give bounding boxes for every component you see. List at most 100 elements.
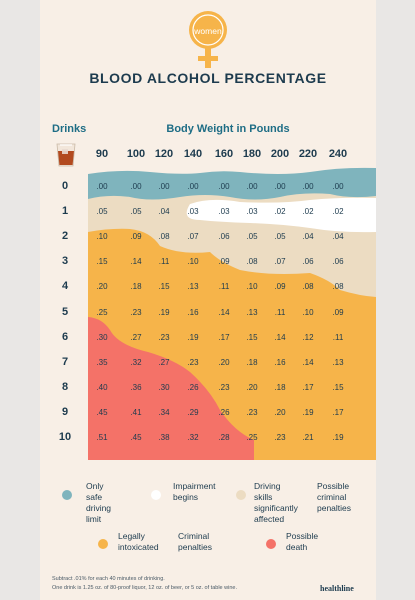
drink-count-label: 1 xyxy=(61,205,69,218)
bac-value-cell: .03 xyxy=(218,207,230,217)
legend-impairment-label: Impairment begins xyxy=(173,481,216,502)
possible-death-swatch-icon xyxy=(266,539,276,549)
bac-value-cell: .13 xyxy=(246,307,258,317)
bac-value-cell: .17 xyxy=(332,407,344,417)
weight-label: 240 xyxy=(328,148,348,160)
bac-value-cell: .45 xyxy=(130,433,142,442)
bac-value-cell: .08 xyxy=(246,257,258,267)
bac-value-cell: .11 xyxy=(274,307,286,317)
safe-swatch-icon xyxy=(62,490,72,500)
bac-value-cell: .03 xyxy=(187,207,199,217)
weight-label: 140 xyxy=(183,148,203,160)
bac-value-cell: .23 xyxy=(130,307,142,317)
bac-value-cell: .26 xyxy=(218,407,230,417)
legend-driving-penalty-label: Possible criminal penalties xyxy=(317,481,352,513)
bac-value-cell: .09 xyxy=(130,232,142,242)
drink-count-label: 5 xyxy=(61,305,69,318)
bac-value-cell: .15 xyxy=(246,332,258,342)
bac-value-cell: .16 xyxy=(274,357,286,367)
bac-value-cell: .23 xyxy=(274,433,286,442)
drink-count-label: 4 xyxy=(61,280,69,293)
bac-value-cell: .38 xyxy=(158,433,170,442)
bac-value-cell: .12 xyxy=(302,332,314,342)
bac-value-cell: .09 xyxy=(332,307,344,317)
bac-value-cell: .51 xyxy=(96,433,108,442)
bac-value-cell: .34 xyxy=(158,407,170,417)
bac-value-cell: .35 xyxy=(96,357,108,367)
legend-intoxicated-penalty-label: Criminal penalties xyxy=(178,531,213,552)
bac-value-cell: .00 xyxy=(246,182,258,191)
drink-count-label: 7 xyxy=(61,355,69,368)
bac-value-cell: .32 xyxy=(130,357,142,367)
bac-value-cell: .21 xyxy=(302,433,314,442)
safe-zone xyxy=(88,167,376,200)
bac-value-cell: .06 xyxy=(332,257,344,267)
bac-value-cell: .04 xyxy=(302,232,314,242)
impairment-zone xyxy=(186,197,376,233)
bac-value-cell: .09 xyxy=(274,282,286,292)
bac-value-cell: .20 xyxy=(218,357,230,367)
weight-label: 180 xyxy=(242,148,262,160)
bac-value-cell: .07 xyxy=(274,257,286,267)
drink-count-label: 0 xyxy=(61,180,69,192)
bac-value-cell: .05 xyxy=(96,207,108,217)
brand-logo: healthline xyxy=(320,584,354,593)
whiskey-glass-icon xyxy=(56,143,76,167)
weight-label: 90 xyxy=(95,148,109,160)
bac-value-cell: .15 xyxy=(332,382,344,392)
bac-value-cell: .05 xyxy=(246,232,258,242)
bac-value-cell: .02 xyxy=(302,207,314,217)
bac-value-cell: .23 xyxy=(246,407,258,417)
bac-value-cell: .32 xyxy=(187,433,199,442)
bac-chart-card: women BLOOD ALCOHOL PERCENTAGE Drinks Bo… xyxy=(40,0,376,600)
drink-count-label: 3 xyxy=(61,255,69,268)
gender-label: women xyxy=(194,26,222,36)
bac-value-cell: .08 xyxy=(332,282,344,292)
drink-count-label: 10 xyxy=(58,431,72,443)
bac-value-cell: .00 xyxy=(274,182,286,191)
bac-value-cell: .25 xyxy=(96,307,108,317)
footnote-subtract: Subtract .01% for each 40 minutes of dri… xyxy=(52,576,165,582)
bac-value-cell: .07 xyxy=(187,232,199,242)
bac-value-cell: .41 xyxy=(130,407,142,417)
bac-value-cell: .05 xyxy=(130,207,142,217)
drink-count-label: 2 xyxy=(61,230,69,243)
bac-value-cell: .11 xyxy=(218,282,230,292)
bac-value-cell: .00 xyxy=(158,182,170,191)
bac-value-cell: .13 xyxy=(187,282,199,292)
bac-value-cell: .29 xyxy=(187,407,199,417)
bac-value-cell: .00 xyxy=(130,182,142,191)
bac-value-cell: .16 xyxy=(187,307,199,317)
bac-value-cell: .19 xyxy=(332,433,344,442)
weight-label: 120 xyxy=(154,148,174,160)
bac-value-cell: .11 xyxy=(332,332,344,342)
bac-value-cell: .45 xyxy=(96,407,108,417)
bac-value-cell: .20 xyxy=(274,407,286,417)
bac-value-cell: .03 xyxy=(246,207,258,217)
bac-value-cell: .28 xyxy=(218,433,230,442)
bac-value-cell: .06 xyxy=(302,257,314,267)
bac-value-cell: .10 xyxy=(96,232,108,242)
bac-value-cell: .15 xyxy=(96,257,108,267)
bac-value-cell: .05 xyxy=(274,232,286,242)
weight-label: 160 xyxy=(214,148,234,160)
bac-value-cell: .27 xyxy=(130,332,142,342)
drink-count-label: 8 xyxy=(61,380,69,393)
drinks-header: Drinks xyxy=(52,123,87,135)
bac-value-cell: .17 xyxy=(302,382,314,392)
bac-value-cell: .10 xyxy=(302,307,314,317)
bac-value-cell: .15 xyxy=(158,282,170,292)
bac-value-cell: .09 xyxy=(218,257,230,267)
bac-value-cell: .20 xyxy=(246,382,258,392)
bac-value-cell: .04 xyxy=(158,207,170,217)
legend-intoxicated-label: Legally intoxicated xyxy=(118,531,159,552)
bac-value-cell: .11 xyxy=(158,257,170,267)
drink-count-label: 6 xyxy=(61,330,69,343)
bac-value-cell: .14 xyxy=(130,257,142,267)
bac-value-cell: .19 xyxy=(187,332,199,342)
bac-value-cell: .30 xyxy=(96,332,108,342)
bac-value-cell: .00 xyxy=(187,182,199,191)
bac-value-cell: .02 xyxy=(332,207,344,217)
bac-value-cell: .20 xyxy=(96,282,108,292)
bac-value-cell: .27 xyxy=(158,357,170,367)
